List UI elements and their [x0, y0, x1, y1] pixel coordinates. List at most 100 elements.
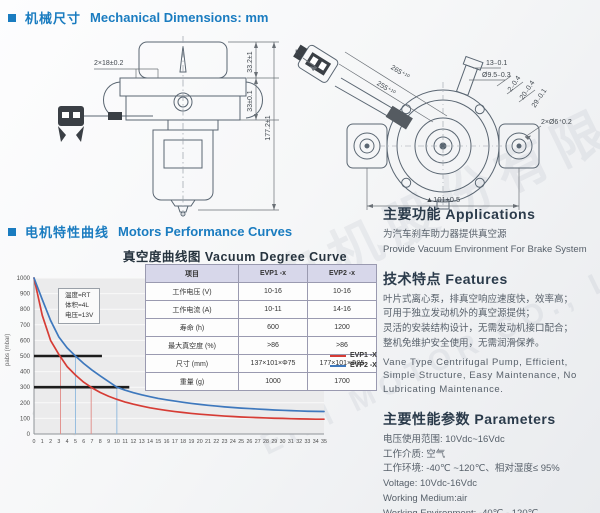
dim-mounting-holes: 2×Ø6⁺0.2: [541, 118, 572, 126]
text-line: 工作环境: -40℃ ~120℃、相对湿度≤ 95%: [383, 463, 560, 475]
spec-cell: 10-16: [238, 282, 308, 301]
svg-text:10: 10: [114, 439, 120, 445]
svg-text:5: 5: [74, 439, 77, 445]
square-bullet-icon: [8, 227, 16, 236]
section-header-mechanical: 机械尺寸 Mechanical Dimensions: mm: [8, 8, 268, 27]
chart-title: 真空度曲线图 Vacuum Degree Curve: [122, 250, 348, 264]
svg-text:30: 30: [280, 439, 286, 445]
spec-table: 项目 EVP1 -x EVP2 -x 工作电压 (V) 10-16 10-16 工作电流 (…: [145, 264, 377, 391]
applications-line-cn: 为汽车刹车助力器提供真空源: [383, 229, 507, 240]
features-list: 叶片式离心泵，排真空响应速度快，效率高； 可用于独立发动机外的真空源提供； 灵活的安…: [383, 293, 597, 351]
svg-text:2: 2: [49, 439, 52, 445]
spec-cell: 尺寸 (mm): [145, 354, 239, 373]
parameters-block: 主要性能参数 Parameters 电压使用范围: 10Vdc~16Vdc 工作介…: [383, 409, 597, 513]
applications-title: 主要功能 Applications: [383, 206, 536, 222]
svg-text:34: 34: [313, 439, 319, 445]
features-title: 技术特点 Features: [383, 270, 508, 287]
dim-terminal-spacing: 2×18±0.2: [94, 60, 123, 67]
spec-cell: 10-16: [307, 282, 377, 301]
dim-upper-height: 33.2±1: [247, 51, 254, 72]
section-title-cn: 电机特性曲线: [25, 225, 110, 240]
text-line: Working Medium:air: [383, 492, 468, 504]
svg-text:12: 12: [130, 439, 136, 445]
svg-text:9: 9: [107, 439, 110, 445]
svg-text:20: 20: [197, 439, 203, 445]
svg-text:32: 32: [296, 439, 302, 445]
legend-item-evp1: EVP1 -X: [330, 352, 377, 359]
text-line: 灵活的安装结构设计，无需发动机接口配合；: [383, 323, 574, 335]
svg-text:800: 800: [20, 307, 31, 313]
svg-text:18: 18: [180, 439, 186, 445]
text-line: 体积=4L: [65, 302, 90, 310]
spec-cell: 重量 (g): [145, 372, 239, 391]
svg-text:400: 400: [20, 370, 31, 376]
svg-text:13: 13: [139, 439, 145, 445]
spec-cell: 10-11: [238, 300, 308, 319]
spec-cell: 工作电流 (A): [145, 300, 239, 319]
text-line: 整机免维护安全使用，无需润滑保养。: [383, 337, 545, 349]
svg-text:31: 31: [288, 439, 294, 445]
spec-col-header: 项目: [145, 264, 239, 283]
parameters-title: 主要性能参数 Parameters: [383, 410, 556, 427]
text-line: Voltage: 10Vdc-16Vdc: [383, 478, 478, 490]
legend-label-evp2: EVP2 -X: [350, 362, 377, 369]
svg-text:3: 3: [57, 439, 60, 445]
spec-cell: 寿命 (h): [145, 318, 239, 337]
text-line: 叶片式离心泵，排真空响应速度快，效率高；: [383, 293, 574, 305]
applications-line-en: Provide Vacuum Environment For Brake Sys…: [383, 243, 587, 255]
dim-port-length: 13₋0.1: [486, 60, 507, 67]
spec-col-header: EVP1 -x: [238, 264, 308, 283]
svg-text:0: 0: [33, 439, 36, 445]
spec-cell: 14-16: [307, 300, 377, 319]
svg-text:26: 26: [246, 439, 252, 445]
svg-text:600: 600: [20, 338, 31, 344]
mechanical-drawing-axial-view: K 265⁺¹⁰ 255⁺¹⁰ 13₋0.1 Ø9.5₋0.3 2₋0.4 20…: [293, 44, 572, 210]
spec-cell: 1000: [238, 372, 308, 391]
connector-front: [58, 106, 153, 142]
svg-text:300: 300: [20, 385, 31, 391]
svg-text:35: 35: [321, 439, 327, 445]
svg-text:25: 25: [238, 439, 244, 445]
svg-text:19: 19: [188, 439, 194, 445]
square-bullet-icon: [8, 13, 16, 22]
svg-text:17: 17: [172, 439, 178, 445]
dim-mid-height: 33±0.1: [247, 90, 254, 111]
svg-text:1: 1: [41, 439, 44, 445]
chart-legend: EVP1 -X EVP2 -X: [330, 352, 377, 372]
text-line: Working Environment: -40℃ - 120℃: [383, 507, 597, 513]
text-line: 可用于独立发动机外的真空源提供；: [383, 308, 536, 320]
spec-cell: 1700: [307, 372, 377, 391]
spec-col-header: EVP2 -x: [307, 264, 377, 283]
spec-cell: 最大真空度 (%): [145, 336, 239, 355]
spec-cell: 1200: [307, 318, 377, 337]
parameters-list: 电压使用范围: 10Vdc~16Vdc 工作介质: 空气 工作环境: -40℃ ~1…: [383, 433, 597, 513]
text-line: 电压使用范围: 10Vdc~16Vdc: [383, 433, 505, 445]
spec-cell: 600: [238, 318, 308, 337]
mechanical-drawing-front-view: 2×18±0.2 33.2±1 33±0.1 177.2±1: [58, 36, 279, 218]
view-label-k: K: [295, 48, 301, 58]
svg-text:700: 700: [20, 323, 31, 329]
svg-text:21: 21: [205, 439, 211, 445]
legend-label-evp1: EVP1 -X: [350, 352, 377, 359]
svg-text:100: 100: [20, 416, 31, 422]
section-title-en: Motors Performance Curves: [118, 224, 293, 239]
svg-text:16: 16: [164, 439, 170, 445]
section-title-en: Mechanical Dimensions: mm: [90, 10, 269, 25]
dim-mounting-span: ▲101±0.5: [426, 195, 460, 204]
section-title-cn: 机械尺寸: [25, 11, 82, 26]
svg-text:500: 500: [20, 354, 31, 360]
svg-text:23: 23: [222, 439, 228, 445]
svg-text:7: 7: [91, 439, 94, 445]
svg-text:200: 200: [20, 401, 31, 407]
dim-port-diameter: Ø9.5₋0.3: [482, 72, 511, 79]
features-paragraph-en: Vane Type Centrifugal Pump, Efficient, S…: [383, 356, 577, 396]
legend-swatch-evp2: [330, 364, 346, 367]
chart-annotation-box: 温度=RT 体积=4L 电压=13V: [58, 288, 101, 325]
svg-text:11: 11: [122, 439, 128, 445]
svg-text:15: 15: [155, 439, 161, 445]
svg-text:4: 4: [66, 439, 69, 445]
legend-item-evp2: EVP2 -X: [330, 362, 377, 369]
svg-text:22: 22: [213, 439, 219, 445]
dim-total-height: 177.2±1: [265, 115, 272, 140]
svg-text:1000: 1000: [17, 276, 31, 282]
